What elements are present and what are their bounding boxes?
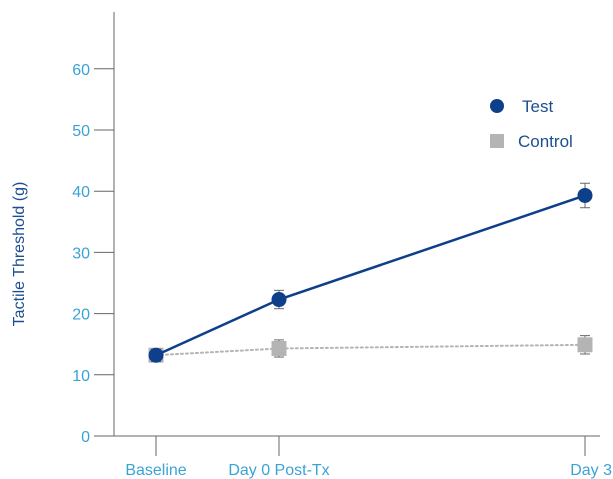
series-control (148, 335, 593, 363)
y-axis-title: Tactile Threshold (g) (11, 182, 28, 327)
series-layer (148, 182, 593, 363)
x-tick-label-day-3: Day 3 (570, 462, 612, 479)
y-tick-label-30: 30 (72, 245, 90, 262)
y-tick-label-0: 0 (81, 429, 90, 446)
y-axis-ticks: 0 10 20 30 40 50 60 (72, 62, 114, 446)
x-tick-label-baseline: Baseline (125, 462, 186, 479)
series-line-control (155, 343, 586, 357)
legend-label-test: Test (522, 97, 553, 116)
series-line-test (154, 194, 587, 357)
series-test (148, 182, 593, 363)
x-axis-ticks: Baseline Day 0 Post-Tx Day 3 (125, 436, 612, 479)
y-tick-label-40: 40 (72, 184, 90, 201)
legend: Test Control (490, 97, 573, 151)
point-test-baseline (148, 347, 164, 363)
point-control-day-3 (577, 337, 593, 353)
y-tick-label-10: 10 (72, 368, 90, 385)
point-control-day-0-post-tx (271, 340, 287, 356)
point-test-day-3 (577, 187, 593, 203)
legend-marker-control (490, 134, 504, 148)
y-tick-label-60: 60 (72, 62, 90, 79)
y-tick-label-50: 50 (72, 123, 90, 140)
legend-label-control: Control (518, 132, 573, 151)
point-test-day-0-post-tx (271, 292, 287, 308)
y-tick-label-20: 20 (72, 307, 90, 324)
x-tick-label-day-0-post-tx: Day 0 Post-Tx (228, 462, 329, 479)
legend-marker-test (490, 99, 504, 113)
